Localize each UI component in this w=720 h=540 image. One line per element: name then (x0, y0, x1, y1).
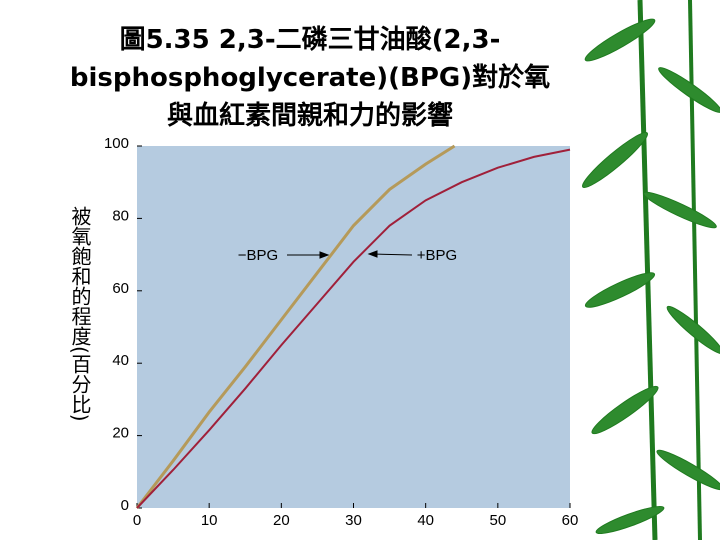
x-tick-label: 30 (345, 512, 362, 529)
title-line: 圖5.35 2,3-二磷三甘油酸(2,3- (120, 25, 501, 55)
y-tick-label: 100 (104, 135, 129, 152)
x-tick-label: 60 (562, 512, 579, 529)
x-tick-label: 10 (201, 512, 218, 529)
data-line (135, 144, 456, 509)
plot-area (137, 146, 570, 508)
series-label: +BPG (417, 247, 457, 264)
x-tick-label: 0 (133, 512, 141, 529)
title-line: bisphosphoglycerate)(BPG)對於氧 (70, 62, 550, 93)
y-tick-label: 20 (112, 425, 129, 442)
series-label: −BPG (238, 247, 278, 264)
title-line: 與血紅素間親和力的影響 (167, 100, 453, 131)
y-axis-label: 被氧飽和的程度(百分比) (68, 206, 92, 422)
x-tick-label: 20 (273, 512, 290, 529)
y-tick-label: 80 (112, 207, 129, 224)
y-tick-label: 40 (112, 352, 129, 369)
x-tick-label: 40 (417, 512, 434, 529)
x-tick-label: 50 (489, 512, 506, 529)
y-tick-label: 60 (112, 280, 129, 297)
y-tick-label: 0 (121, 497, 129, 514)
bamboo-decoration (582, 0, 720, 540)
data-line (136, 148, 571, 509)
annotation-arrows (287, 250, 413, 259)
